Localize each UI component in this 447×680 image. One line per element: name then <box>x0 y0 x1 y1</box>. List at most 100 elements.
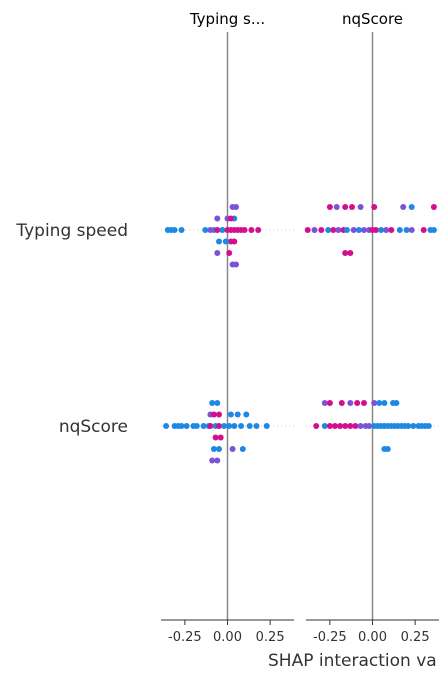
shap-point <box>337 423 344 429</box>
shap-point <box>313 423 320 429</box>
shap-point <box>222 238 229 245</box>
shap-point <box>333 204 340 210</box>
panel-2: -0.25 0.00 0.25 nqScore <box>304 10 439 645</box>
shap-point <box>338 400 345 406</box>
shap-point <box>238 423 245 429</box>
shap-point <box>403 227 410 233</box>
shap-point <box>352 423 359 429</box>
shap-point <box>248 227 255 233</box>
shap-point <box>231 423 238 429</box>
shap-point <box>178 227 185 233</box>
shap-point <box>216 238 222 245</box>
shap-point <box>381 400 388 406</box>
shap-point <box>214 250 221 256</box>
shap-point <box>376 400 383 406</box>
shap-point <box>430 204 437 210</box>
shap-point <box>214 215 221 222</box>
shap-point <box>400 204 407 210</box>
shap-point <box>408 204 415 210</box>
shap-point <box>233 204 239 210</box>
shap-point <box>227 411 234 418</box>
shap-point <box>227 215 234 222</box>
shap-point <box>420 227 427 233</box>
shap-point <box>209 400 216 406</box>
shap-point <box>219 227 226 233</box>
shap-point <box>226 423 233 429</box>
shap-point <box>193 423 200 429</box>
x-tick-label: 0.00 <box>358 630 387 645</box>
shap-point <box>234 411 241 418</box>
x-axis-label: SHAP interaction va <box>268 651 437 671</box>
shap-point <box>311 227 318 233</box>
shap-point <box>178 423 185 429</box>
shap-point <box>241 227 248 233</box>
shap-point <box>343 227 350 233</box>
shap-point <box>408 227 415 233</box>
panel-title: nqScore <box>342 10 403 28</box>
row-label-typing-speed: Typing speed <box>15 221 128 241</box>
shap-point <box>210 446 217 452</box>
shap-point <box>202 227 209 233</box>
shap-point <box>216 423 222 429</box>
shap-point <box>361 227 367 233</box>
shap-point <box>350 227 357 233</box>
panel-title: Typing s... <box>189 10 265 28</box>
points-nqscore <box>313 400 432 452</box>
x-tick-label: -0.25 <box>313 630 347 645</box>
shap-point <box>233 261 239 268</box>
x-tick-label: -0.25 <box>168 630 202 645</box>
shap-point <box>347 423 354 429</box>
shap-point <box>209 457 216 464</box>
shap-point <box>355 227 362 233</box>
shap-point <box>396 227 403 233</box>
shap-point <box>425 423 432 429</box>
shap-point <box>388 227 395 233</box>
shap-point <box>243 411 250 418</box>
panel-1: -0.25 0.00 0.25 Typing s... <box>161 10 294 645</box>
shap-point <box>216 411 222 418</box>
shap-point <box>214 400 221 406</box>
shap-point <box>321 423 328 429</box>
points-typing-speed <box>304 204 437 256</box>
shap-point <box>321 400 328 406</box>
shap-point <box>393 400 400 406</box>
shap-point <box>210 411 217 418</box>
shap-point <box>214 227 221 233</box>
points-nqscore <box>163 400 270 464</box>
shap-point <box>357 423 364 429</box>
points-typing-speed <box>164 204 262 268</box>
shap-point <box>405 423 412 429</box>
shap-point <box>357 204 364 210</box>
shap-point <box>366 423 373 429</box>
shap-point <box>231 238 238 245</box>
shap-point <box>255 227 262 233</box>
shap-point <box>171 227 178 233</box>
shap-point <box>326 423 333 429</box>
shap-point <box>378 227 384 233</box>
shap-point <box>239 446 246 452</box>
shap-point <box>410 423 417 429</box>
shap-point <box>200 423 207 429</box>
shap-point <box>349 204 355 210</box>
shap-point <box>372 227 379 233</box>
x-tick-label: 0.25 <box>256 630 285 645</box>
shap-point <box>217 434 224 441</box>
shap-point <box>342 250 349 256</box>
shap-point <box>347 400 354 406</box>
shap-point <box>383 227 390 233</box>
shap-point <box>325 227 332 233</box>
shap-point <box>384 446 391 452</box>
shap-point <box>332 423 338 429</box>
shap-point <box>253 423 260 429</box>
shap-point <box>335 227 342 233</box>
shap-point <box>214 457 221 464</box>
shap-point <box>430 227 437 233</box>
x-tick-label: 0.25 <box>401 630 430 645</box>
shap-point <box>304 227 311 233</box>
shap-point <box>216 446 222 452</box>
x-tick-label: 0.00 <box>213 630 242 645</box>
shap-point <box>163 423 170 429</box>
shap-point <box>361 400 367 406</box>
shap-point <box>221 423 228 429</box>
